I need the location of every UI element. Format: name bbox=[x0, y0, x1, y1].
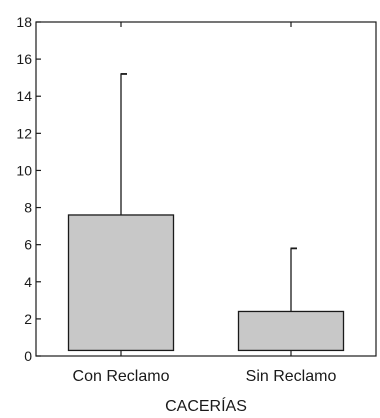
bar bbox=[67, 214, 175, 352]
x-category-label: Con Reclamo bbox=[73, 368, 170, 385]
plot-border bbox=[35, 21, 377, 357]
y-tick-label: 6 bbox=[24, 237, 32, 253]
y-tick-label: 18 bbox=[16, 14, 32, 30]
y-tick-label: 4 bbox=[24, 274, 32, 290]
y-tick-label: 2 bbox=[24, 311, 32, 327]
y-tick-label: 14 bbox=[16, 88, 32, 104]
y-tick-label: 16 bbox=[16, 51, 32, 67]
y-tick-label: 0 bbox=[24, 348, 32, 364]
y-axis: 0 2 4 6 8 10 12 14 16 18 bbox=[16, 14, 41, 364]
bar bbox=[237, 310, 345, 352]
plot-frame bbox=[35, 21, 377, 357]
x-axis: Con Reclamo Sin Reclamo bbox=[73, 22, 337, 385]
y-tick-label: 8 bbox=[24, 200, 32, 216]
x-category-label: Sin Reclamo bbox=[246, 368, 337, 385]
bars bbox=[67, 73, 345, 352]
y-tick-label: 10 bbox=[16, 162, 32, 178]
x-axis-title: CACERÍAS bbox=[165, 396, 247, 415]
y-tick-label: 12 bbox=[16, 125, 32, 141]
